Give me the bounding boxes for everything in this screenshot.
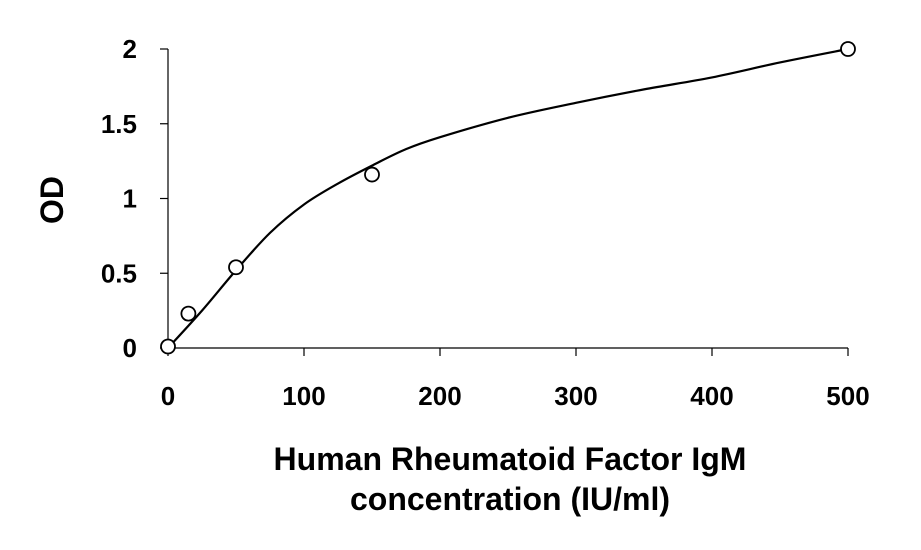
y-tick-label: 0 <box>123 333 137 363</box>
axes <box>167 49 848 349</box>
y-tick-label: 0.5 <box>101 258 137 288</box>
x-tick-label: 200 <box>418 381 461 411</box>
y-tick-label: 1 <box>123 184 137 214</box>
x-tick-label: 400 <box>690 381 733 411</box>
data-point <box>228 259 244 276</box>
data-point <box>364 166 380 183</box>
data-point <box>160 338 176 355</box>
x-axis-title-line-2: concentration (IU/ml) <box>350 481 670 517</box>
x-axis-title-line-1: Human Rheumatoid Factor IgM <box>274 441 747 477</box>
x-ticks: 0 100 200 300 400 500 <box>161 348 870 411</box>
y-tick-label: 2 <box>123 34 137 64</box>
x-tick-label: 100 <box>282 381 325 411</box>
data-point <box>180 305 197 322</box>
y-tick-label: 1.5 <box>101 109 137 139</box>
x-tick-label: 500 <box>826 381 869 411</box>
fit-curve <box>167 47 849 349</box>
data-point <box>840 41 856 57</box>
x-tick-label: 0 <box>161 381 175 411</box>
x-tick-label: 300 <box>554 381 597 411</box>
y-ticks: 0 0.5 1 1.5 2 <box>101 34 168 363</box>
y-axis-title: OD <box>34 176 70 224</box>
data-points <box>160 41 856 355</box>
